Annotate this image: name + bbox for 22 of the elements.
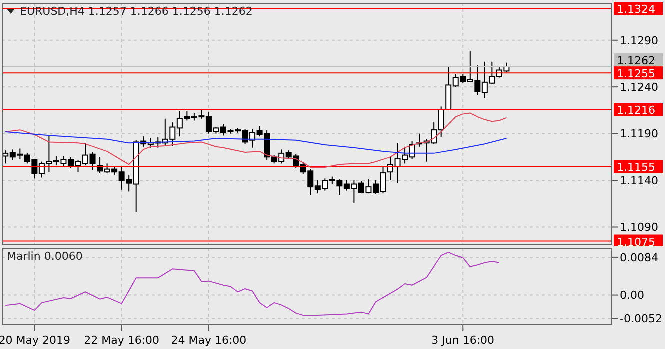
- chart-title: EURUSD,H4 1.1257 1.1266 1.1256 1.1262: [20, 5, 253, 18]
- ref-line-label: 1.1262: [617, 54, 656, 68]
- x-tick-label: 3 Jun 16:00: [432, 334, 495, 347]
- y-tick-label: 1.1140: [620, 174, 658, 188]
- y-tick-label: 0.0084: [620, 251, 658, 264]
- line-series: [5, 252, 500, 316]
- y-tick-label: -0.0052: [620, 312, 662, 326]
- ref-line-label: 1.1075: [617, 236, 656, 249]
- ref-line-label: 1.1255: [617, 68, 656, 81]
- x-tick-label: 24 May 16:00: [171, 334, 247, 347]
- line-series: [5, 131, 508, 154]
- y-tick-label: 1.1290: [620, 34, 658, 48]
- ref-line-label: 1.1324: [617, 3, 656, 16]
- y-tick-label: 0.00: [620, 289, 644, 302]
- y-tick-label: 1.1240: [620, 81, 658, 94]
- y-tick-label: 1.1090: [620, 221, 658, 234]
- x-tick-label: 20 May 2019: [0, 334, 71, 347]
- chart-title: Marlin 0.0060: [7, 250, 83, 263]
- ref-line-label: 1.1216: [617, 104, 656, 118]
- x-tick-label: 22 May 16:00: [84, 334, 160, 347]
- ref-line-label: 1.1155: [617, 161, 656, 174]
- y-tick-label: 1.1190: [620, 128, 658, 141]
